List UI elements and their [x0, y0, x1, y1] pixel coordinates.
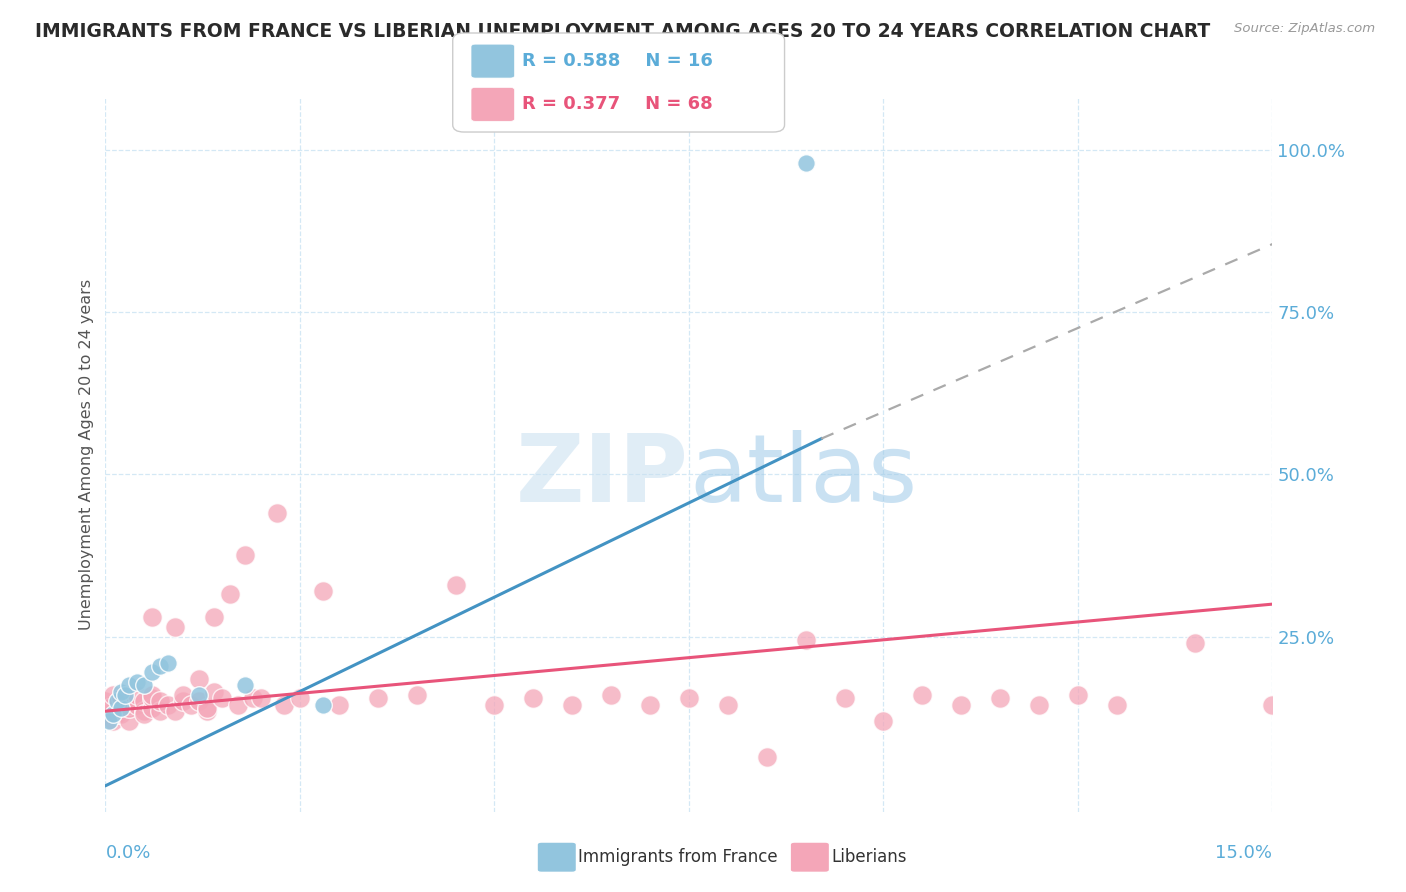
Text: R = 0.377    N = 68: R = 0.377 N = 68	[522, 95, 713, 113]
Point	[165, 704, 187, 718]
Point	[125, 688, 148, 702]
Point	[165, 620, 187, 634]
Point	[202, 610, 225, 624]
Point	[103, 688, 125, 702]
Point	[273, 698, 295, 712]
Point	[118, 701, 141, 715]
Point	[172, 694, 194, 708]
Point	[226, 698, 249, 712]
Point	[134, 694, 156, 708]
Text: 0.0%: 0.0%	[105, 844, 150, 862]
Point	[484, 698, 506, 712]
Point	[202, 684, 225, 698]
Point	[134, 678, 156, 692]
Point	[125, 698, 148, 712]
Point	[134, 707, 156, 722]
Point	[219, 587, 242, 601]
Point	[1105, 698, 1128, 712]
Point	[288, 691, 311, 706]
Point	[110, 691, 132, 706]
Point	[794, 632, 817, 647]
Point	[250, 691, 273, 706]
Point	[794, 156, 817, 170]
Point	[149, 658, 172, 673]
Point	[834, 691, 856, 706]
Point	[149, 694, 172, 708]
Text: 15.0%: 15.0%	[1215, 844, 1272, 862]
Point	[312, 584, 335, 599]
Point	[522, 691, 544, 706]
Point	[141, 688, 163, 702]
Text: Liberians: Liberians	[831, 848, 907, 866]
Point	[211, 691, 233, 706]
Point	[103, 707, 125, 722]
Point	[103, 714, 125, 728]
Point	[114, 688, 136, 702]
Point	[118, 678, 141, 692]
Point	[1067, 688, 1090, 702]
Point	[141, 701, 163, 715]
Point	[94, 707, 117, 722]
Point	[1028, 698, 1050, 712]
Point	[561, 698, 583, 712]
Text: atlas: atlas	[689, 430, 917, 523]
Point	[105, 694, 128, 708]
Point	[444, 577, 467, 591]
Text: Immigrants from France: Immigrants from France	[578, 848, 778, 866]
Point	[266, 506, 288, 520]
Point	[235, 549, 257, 563]
Point	[638, 698, 661, 712]
Point	[125, 675, 148, 690]
Point	[328, 698, 350, 712]
Point	[118, 698, 141, 712]
Point	[110, 684, 132, 698]
Text: IMMIGRANTS FROM FRANCE VS LIBERIAN UNEMPLOYMENT AMONG AGES 20 TO 24 YEARS CORREL: IMMIGRANTS FROM FRANCE VS LIBERIAN UNEMP…	[35, 22, 1211, 41]
Point	[312, 698, 335, 712]
Point	[600, 688, 623, 702]
Point	[187, 688, 209, 702]
Point	[242, 691, 264, 706]
Point	[195, 704, 218, 718]
Point	[149, 704, 172, 718]
Point	[98, 701, 121, 715]
Text: ZIP: ZIP	[516, 430, 689, 523]
Point	[141, 665, 163, 680]
Point	[98, 714, 121, 728]
Point	[367, 691, 389, 706]
Point	[235, 678, 257, 692]
Point	[172, 688, 194, 702]
Point	[180, 698, 202, 712]
Point	[195, 701, 218, 715]
Point	[94, 694, 117, 708]
Point	[110, 701, 132, 715]
Point	[105, 707, 128, 722]
Point	[1184, 636, 1206, 650]
Point	[156, 698, 179, 712]
Point	[717, 698, 740, 712]
Point	[187, 694, 209, 708]
Point	[755, 749, 778, 764]
Point	[872, 714, 894, 728]
Point	[118, 714, 141, 728]
Text: R = 0.588    N = 16: R = 0.588 N = 16	[522, 52, 713, 70]
Point	[988, 691, 1011, 706]
Point	[1261, 698, 1284, 712]
Point	[950, 698, 973, 712]
Point	[156, 656, 179, 670]
Point	[678, 691, 700, 706]
Point	[187, 672, 209, 686]
Point	[911, 688, 934, 702]
Point	[141, 691, 163, 706]
Text: Source: ZipAtlas.com: Source: ZipAtlas.com	[1234, 22, 1375, 36]
Point	[110, 707, 132, 722]
Point	[110, 701, 132, 715]
Point	[141, 610, 163, 624]
Point	[405, 688, 427, 702]
Y-axis label: Unemployment Among Ages 20 to 24 years: Unemployment Among Ages 20 to 24 years	[79, 279, 94, 631]
Point	[134, 704, 156, 718]
